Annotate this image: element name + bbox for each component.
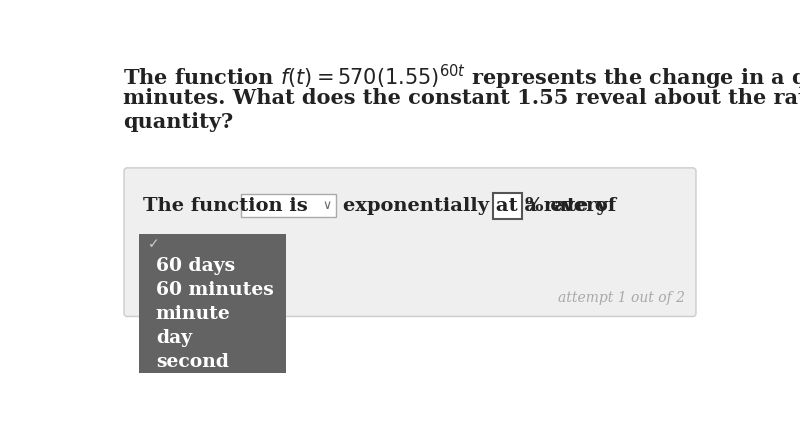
FancyBboxPatch shape — [124, 168, 696, 316]
Text: 60 minutes: 60 minutes — [156, 281, 274, 299]
Text: minute: minute — [156, 305, 230, 323]
Text: attempt 1 out of 2: attempt 1 out of 2 — [558, 291, 685, 305]
Text: % every: % every — [525, 197, 607, 215]
Text: The function is: The function is — [142, 197, 307, 215]
Text: second: second — [156, 353, 229, 371]
Text: ✓: ✓ — [148, 237, 160, 251]
FancyBboxPatch shape — [493, 193, 522, 219]
Text: 60 days: 60 days — [156, 257, 235, 275]
FancyBboxPatch shape — [138, 234, 286, 374]
Text: quantity?: quantity? — [123, 112, 234, 132]
Text: minutes. What does the constant 1.55 reveal about the rate of change of the: minutes. What does the constant 1.55 rev… — [123, 88, 800, 108]
Text: day: day — [156, 329, 192, 347]
Text: The function $f(t) = 570(1.55)^{60t}$ represents the change in a quantity over $: The function $f(t) = 570(1.55)^{60t}$ re… — [123, 63, 800, 92]
Text: exponentially at a rate of: exponentially at a rate of — [342, 197, 616, 215]
FancyBboxPatch shape — [241, 194, 336, 217]
Text: ∨: ∨ — [322, 199, 332, 212]
